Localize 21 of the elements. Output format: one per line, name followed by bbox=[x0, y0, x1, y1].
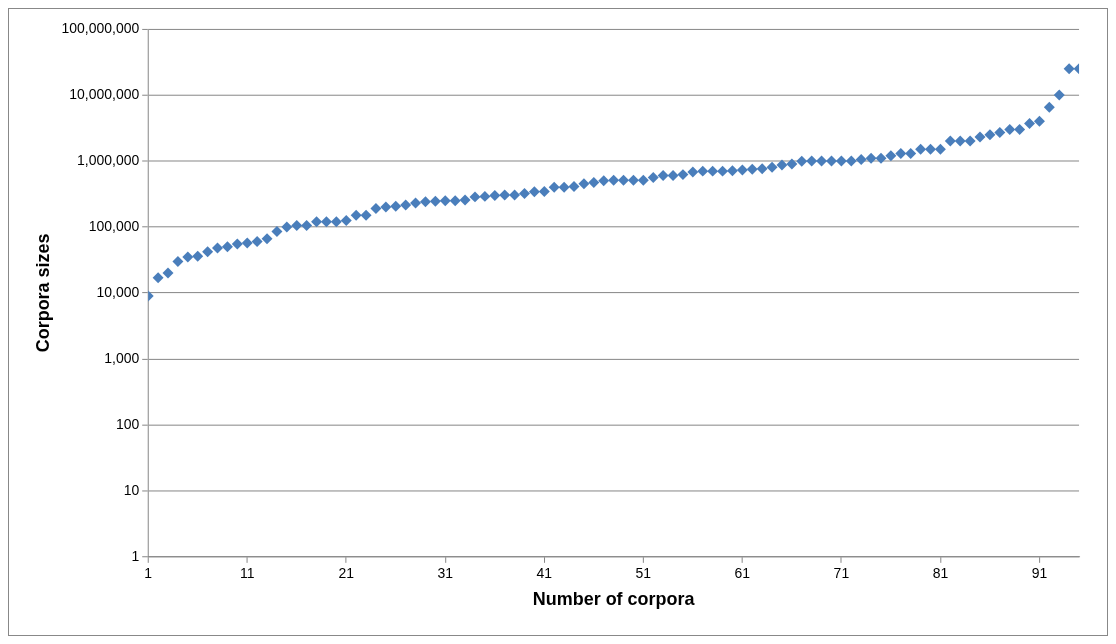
y-tick-label: 1,000 bbox=[104, 349, 140, 366]
y-tick-label: 1 bbox=[131, 547, 140, 564]
x-tick-label: 21 bbox=[338, 565, 355, 582]
x-axis-title: Number of corpora bbox=[532, 589, 696, 610]
y-tick-label: 100 bbox=[115, 415, 140, 432]
x-tick-label: 91 bbox=[1031, 565, 1048, 582]
x-tick-label: 61 bbox=[734, 565, 751, 582]
y-tick-label: 100,000 bbox=[88, 217, 140, 234]
x-tick-label: 81 bbox=[932, 565, 949, 582]
x-tick-label: 71 bbox=[833, 565, 850, 582]
y-axis-title: Corpora sizes bbox=[32, 233, 53, 353]
x-tick-label: 31 bbox=[437, 565, 454, 582]
y-tick-label: 10,000,000 bbox=[69, 85, 140, 102]
y-tick-label: 10,000 bbox=[96, 283, 140, 300]
x-tick-label: 41 bbox=[536, 565, 553, 582]
y-tick-label: 1,000,000 bbox=[77, 151, 140, 168]
x-tick-label: 51 bbox=[635, 565, 652, 582]
x-tick-label: 1 bbox=[144, 565, 153, 582]
y-tick-label: 10 bbox=[123, 481, 140, 498]
y-tick-label: 100,000,000 bbox=[61, 19, 140, 36]
x-tick-label: 11 bbox=[239, 565, 255, 582]
